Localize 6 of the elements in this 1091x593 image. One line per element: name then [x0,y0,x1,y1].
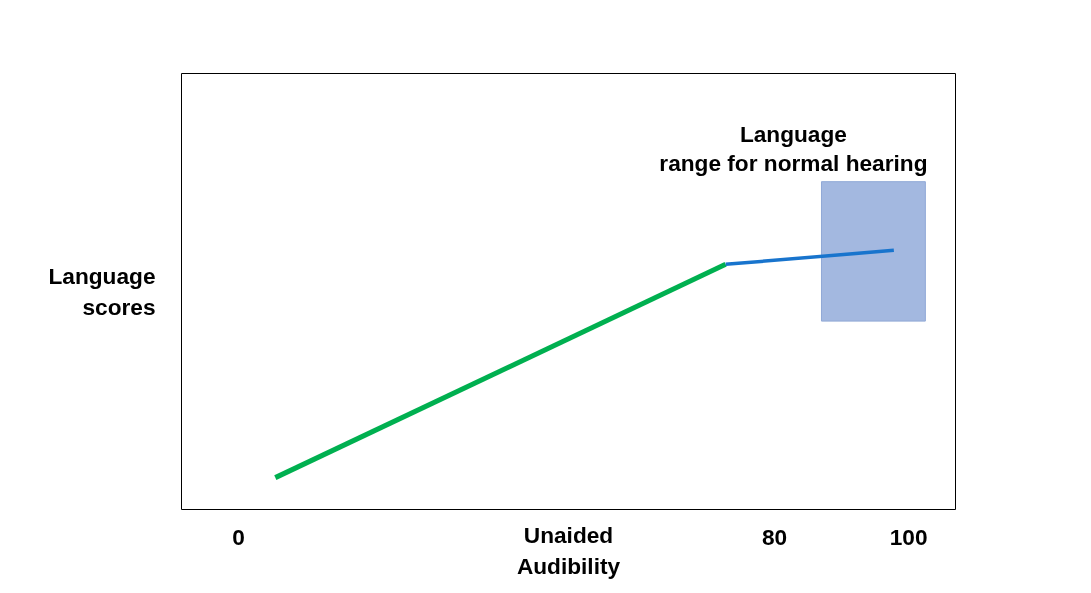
annotation: Language range for normal hearing [659,121,928,176]
x-tick-label: 100 [889,523,928,550]
y-axis-title: Language scores [48,262,156,321]
x-tick-label: 0 [232,523,245,550]
x-tick-label: 80 [761,523,788,550]
x-axis-title: Unaided Audibility [516,521,621,579]
